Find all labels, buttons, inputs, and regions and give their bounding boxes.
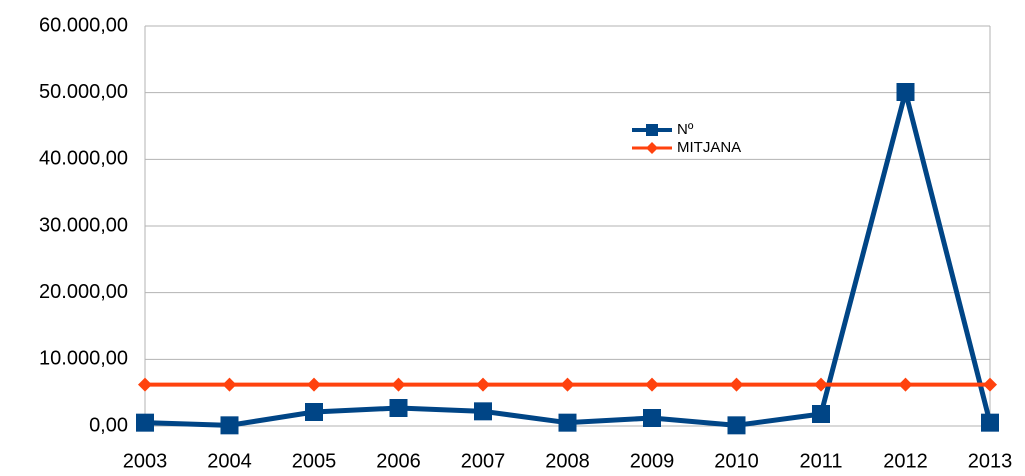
x-tick-label: 2004 bbox=[207, 450, 252, 472]
y-tick-label: 60.000,00 bbox=[39, 14, 128, 36]
marker bbox=[136, 413, 154, 432]
marker bbox=[645, 377, 659, 392]
y-tick-label: 40.000,00 bbox=[39, 148, 128, 170]
x-tick-label: 2012 bbox=[883, 450, 928, 472]
y-tick-label: 50.000,00 bbox=[39, 81, 128, 103]
marker bbox=[307, 377, 321, 392]
marker bbox=[389, 399, 408, 417]
x-tick-label: 2008 bbox=[545, 450, 590, 472]
marker bbox=[138, 377, 152, 392]
series-line bbox=[144, 89, 993, 428]
y-tick-label: 20.000,00 bbox=[39, 281, 128, 303]
marker bbox=[560, 377, 575, 392]
marker bbox=[391, 377, 406, 392]
marker bbox=[305, 403, 323, 421]
marker bbox=[981, 413, 999, 432]
marker bbox=[222, 377, 237, 392]
x-tick-label: 2010 bbox=[714, 450, 759, 472]
x-tick-label: 2009 bbox=[630, 450, 675, 472]
legend-label: MITJANA bbox=[677, 139, 741, 156]
y-tick-label: 10.000,00 bbox=[39, 348, 128, 370]
marker bbox=[727, 416, 746, 435]
x-tick-label: 2005 bbox=[292, 450, 337, 472]
marker bbox=[814, 377, 828, 392]
legend-marker bbox=[646, 142, 658, 154]
x-tick-label: 2003 bbox=[123, 450, 168, 472]
x-tick-label: 2013 bbox=[968, 450, 1013, 472]
marker bbox=[476, 377, 490, 392]
legend-marker bbox=[646, 124, 658, 136]
legend-label: Nº bbox=[677, 121, 694, 138]
marker bbox=[474, 402, 492, 421]
y-tick-label: 30.000,00 bbox=[39, 214, 128, 236]
x-tick-label: 2007 bbox=[461, 450, 506, 472]
marker bbox=[220, 416, 239, 435]
marker bbox=[643, 409, 661, 427]
marker bbox=[896, 83, 915, 101]
marker bbox=[983, 377, 997, 392]
y-tick-label: 0,00 bbox=[89, 414, 128, 436]
x-tick-label: 2011 bbox=[799, 450, 842, 472]
marker bbox=[729, 377, 744, 392]
x-tick-label: 2006 bbox=[376, 450, 421, 472]
marker bbox=[558, 413, 577, 432]
marker bbox=[898, 377, 913, 392]
marker bbox=[812, 405, 830, 423]
